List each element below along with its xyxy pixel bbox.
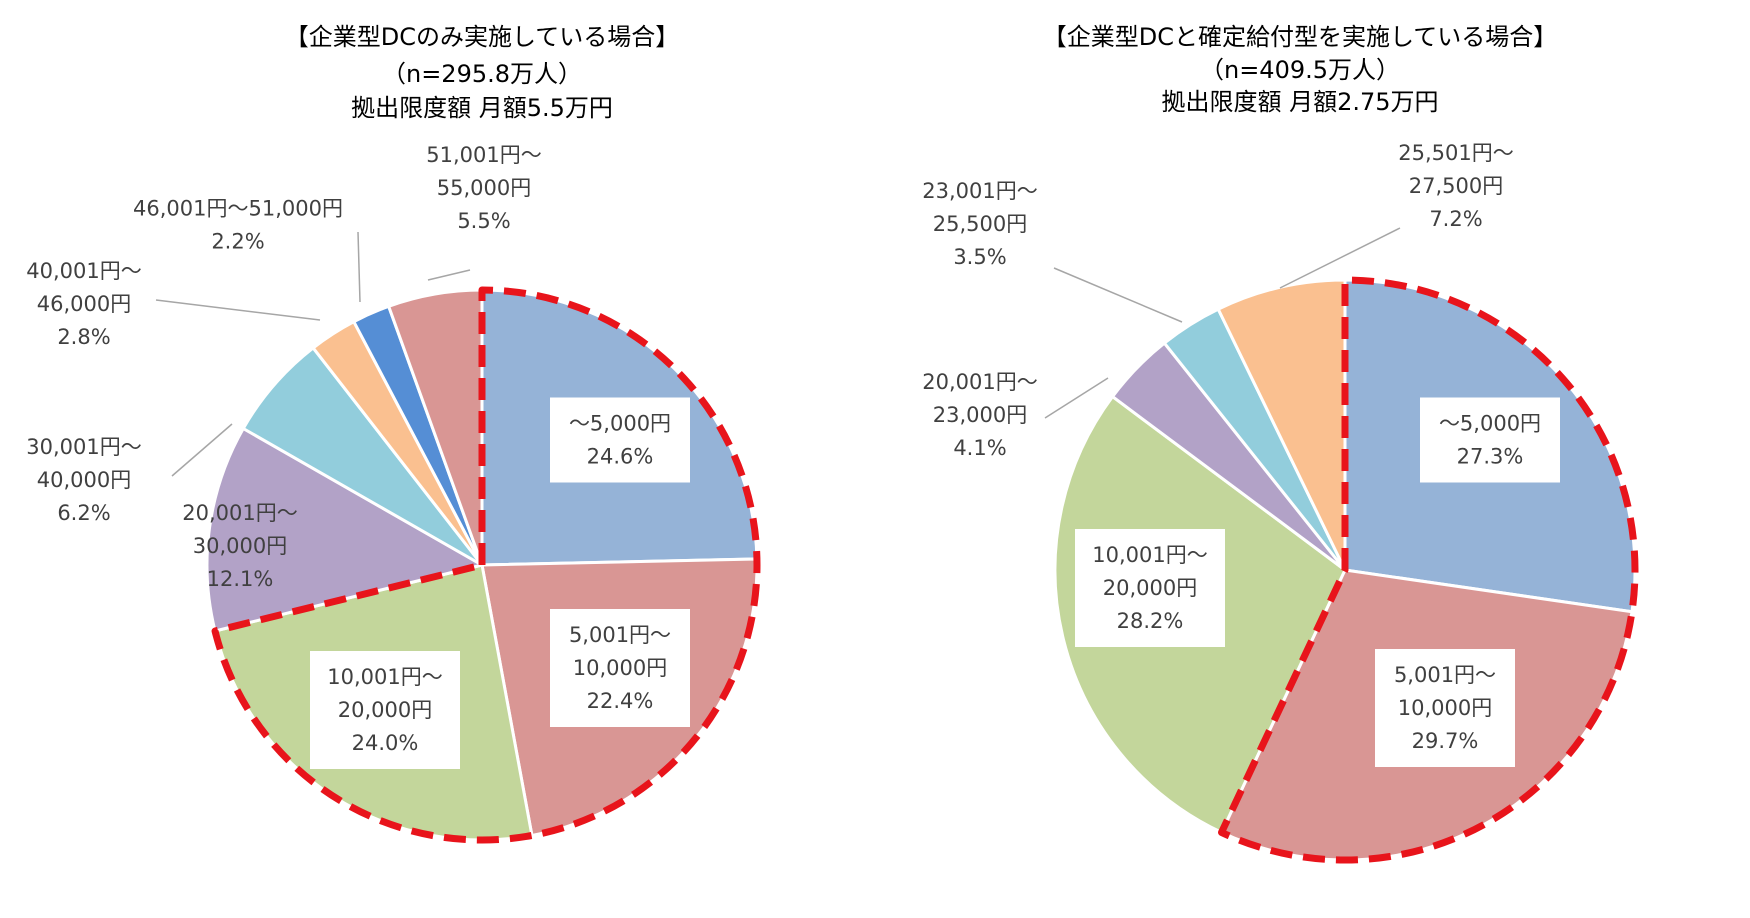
data-label-percent: 3.5% (953, 245, 1006, 269)
data-label-percent: 27.3% (1457, 445, 1524, 469)
data-label: 〜5,000円 27.3% (1420, 397, 1560, 483)
data-label-range: 5,001円〜 (1394, 663, 1496, 687)
data-label: 51,001円〜 55,000円 5.5% (426, 143, 541, 233)
data-label-range: 25,501円〜 (1398, 141, 1513, 165)
data-label: 25,501円〜 27,500円 7.2% (1398, 141, 1513, 231)
leader-line (1279, 227, 1401, 289)
data-label: 23,001円〜 25,500円 3.5% (922, 179, 1037, 269)
highlight-outline (1218, 276, 1639, 864)
data-label-percent: 6.2% (57, 501, 110, 525)
data-label-box (550, 609, 690, 727)
data-label-box (1375, 649, 1515, 767)
data-label: 30,001円〜 40,000円 6.2% (26, 435, 141, 525)
data-label-percent: 12.1% (207, 567, 274, 591)
data-label-range: 30,001円〜 (26, 435, 141, 459)
data-label-range: 10,001円〜 (1092, 543, 1207, 567)
pie-slices (205, 288, 759, 842)
chart-title-line: 【企業型DCと確定給付型を実施している場合】 (1043, 23, 1558, 51)
data-label: 20,001円〜 30,000円 12.1% (182, 501, 297, 591)
pie-chart-corporate-dc-with-db: 【企業型DCと確定給付型を実施している場合】 （n=409.5万人） 拠出限度額 月… (922, 23, 1639, 864)
data-label: 10,001円〜 20,000円 28.2% (1075, 529, 1225, 647)
data-label: 5,001円〜 10,000円 22.4% (550, 609, 690, 727)
data-label-range: 〜5,000円 (1439, 412, 1541, 436)
leader-line (427, 269, 471, 281)
data-label-percent: 5.5% (457, 209, 510, 233)
data-label-range: 20,001円〜 (922, 370, 1037, 394)
data-label-range: 46,000円 (37, 292, 131, 316)
data-label-percent: 7.2% (1429, 207, 1482, 231)
leader-line (1053, 267, 1183, 323)
data-label-range: 30,000円 (193, 534, 287, 558)
data-label-percent: 28.2% (1117, 609, 1184, 633)
data-label-range: 25,500円 (933, 212, 1027, 236)
data-label-range: 27,500円 (1409, 174, 1503, 198)
data-label-percent: 4.1% (953, 436, 1006, 460)
data-label: 20,001円〜 23,000円 4.1% (922, 370, 1037, 460)
data-label-box (1420, 397, 1560, 483)
chart-title-line: （n=409.5万人） (1200, 56, 1400, 84)
data-label-range: 5,001円〜 (569, 623, 671, 647)
data-label: 46,001円〜51,000円 2.2% (133, 197, 343, 254)
data-label-range: 55,000円 (437, 176, 531, 200)
data-label-percent: 24.6% (587, 445, 654, 469)
chart-title-line: 拠出限度額 月額2.75万円 (1161, 88, 1438, 116)
data-label-range: 20,000円 (338, 698, 432, 722)
data-label-percent: 2.2% (211, 230, 264, 254)
data-label-box (1075, 529, 1225, 647)
data-label-box (550, 397, 690, 483)
data-label-range: 51,001円〜 (426, 143, 541, 167)
leader-line (155, 299, 321, 321)
leader-line (171, 423, 233, 477)
data-label-range: 〜5,000円 (569, 412, 671, 436)
data-label-percent: 29.7% (1412, 729, 1479, 753)
data-label-percent: 24.0% (352, 731, 419, 755)
data-label-range: 23,000円 (933, 403, 1027, 427)
data-label: 5,001円〜 10,000円 29.7% (1375, 649, 1515, 767)
data-label-box (310, 651, 460, 769)
pie-slice (205, 426, 486, 633)
data-label: 40,001円〜 46,000円 2.8% (26, 259, 141, 349)
chart-title-line: 拠出限度額 月額5.5万円 (351, 94, 613, 122)
leader-line (1044, 377, 1109, 419)
leader-line (357, 231, 361, 303)
data-label-range: 23,001円〜 (922, 179, 1037, 203)
data-label-percent: 2.8% (57, 325, 110, 349)
pie-chart-corporate-dc-only: 【企業型DCのみ実施している場合】 （n=295.8万人） 拠出限度額 月額5.5万… (26, 23, 761, 844)
data-label-range: 10,000円 (573, 656, 667, 680)
data-label-range: 20,000円 (1103, 576, 1197, 600)
chart-title-line: 【企業型DCのみ実施している場合】 (285, 23, 680, 51)
data-label-range: 46,001円〜51,000円 (133, 197, 343, 221)
data-label-percent: 22.4% (587, 689, 654, 713)
data-label-range: 20,001円〜 (182, 501, 297, 525)
data-label-range: 10,000円 (1398, 696, 1492, 720)
data-label: 10,001円〜 20,000円 24.0% (310, 651, 460, 769)
chart-title-line: （n=295.8万人） (382, 60, 582, 88)
data-label-range: 40,000円 (37, 468, 131, 492)
data-label: 〜5,000円 24.6% (550, 397, 690, 483)
data-label-range: 40,001円〜 (26, 259, 141, 283)
data-label-range: 10,001円〜 (327, 665, 442, 689)
